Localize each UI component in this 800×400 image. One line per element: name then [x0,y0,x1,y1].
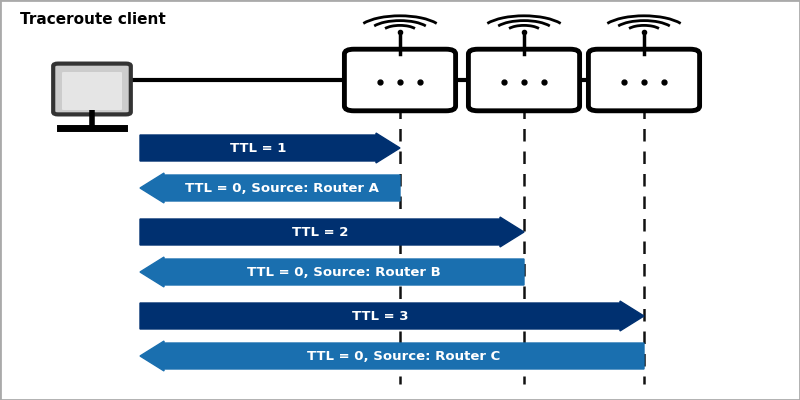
Text: Traceroute client: Traceroute client [20,12,166,27]
FancyBboxPatch shape [589,49,699,111]
FancyArrow shape [140,173,400,203]
Text: TTL = 0, Source: Router A: TTL = 0, Source: Router A [185,182,379,194]
FancyBboxPatch shape [53,64,131,114]
FancyBboxPatch shape [62,72,122,110]
FancyArrow shape [140,341,644,371]
FancyArrow shape [140,257,524,287]
FancyBboxPatch shape [469,49,579,111]
FancyArrow shape [140,133,400,163]
Text: TTL = 1: TTL = 1 [230,142,286,154]
Text: TTL = 2: TTL = 2 [292,226,348,238]
Text: TTL = 0, Source: Router B: TTL = 0, Source: Router B [247,266,441,278]
Text: TTL = 3: TTL = 3 [352,310,408,322]
FancyArrow shape [140,217,524,247]
FancyArrow shape [140,301,644,331]
Text: TTL = 0, Source: Router C: TTL = 0, Source: Router C [307,350,501,362]
FancyBboxPatch shape [344,49,456,111]
